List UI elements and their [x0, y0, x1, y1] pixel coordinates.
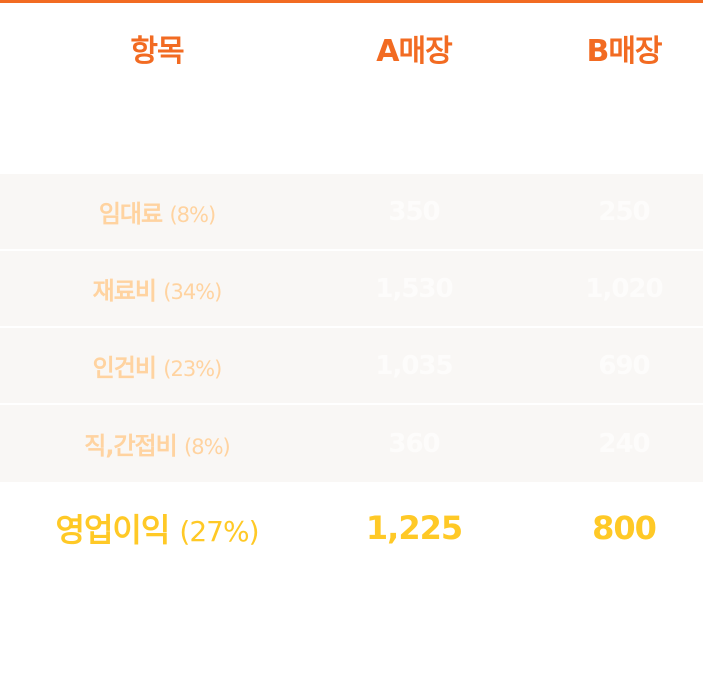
value-a: 360 [388, 428, 440, 459]
row-percent: (8%) [169, 203, 216, 227]
header-item: 항목 [130, 34, 184, 69]
header-store-a: A매장 [376, 34, 452, 69]
value-b: 1,020 [585, 273, 663, 304]
value-a: 350 [388, 196, 440, 227]
table-header: 항목 A매장 B매장 [0, 18, 703, 78]
profit-percent: (27%) [179, 515, 259, 548]
value-b: 240 [598, 428, 650, 459]
profit-value-a: 1,225 [365, 509, 463, 547]
row-percent: (23%) [163, 357, 222, 381]
row-percent: (34%) [163, 280, 222, 304]
value-a: 1,530 [375, 273, 453, 304]
table-row: 재료비 (34%) 1,530 1,020 [0, 251, 703, 328]
value-b: 690 [598, 350, 650, 381]
value-a: 1,035 [375, 350, 453, 381]
profit-label: 영업이익 [55, 511, 171, 549]
row-label: 인건비 [92, 354, 157, 382]
table-row: 인건비 (23%) 1,035 690 [0, 328, 703, 405]
row-percent: (8%) [184, 435, 231, 459]
profit-row: 영업이익 (27%) 1,225 800 [0, 490, 703, 566]
row-label: 재료비 [92, 277, 157, 305]
row-label: 임대료 [98, 200, 163, 228]
table-row: 임대료 (8%) 350 250 [0, 174, 703, 251]
header-store-b: B매장 [586, 34, 662, 69]
row-label: 직,간접비 [84, 432, 177, 460]
top-border [0, 0, 703, 3]
table-row: 직,간접비 (8%) 360 240 [0, 405, 703, 482]
value-b: 250 [598, 196, 650, 227]
profit-value-b: 800 [592, 509, 657, 547]
